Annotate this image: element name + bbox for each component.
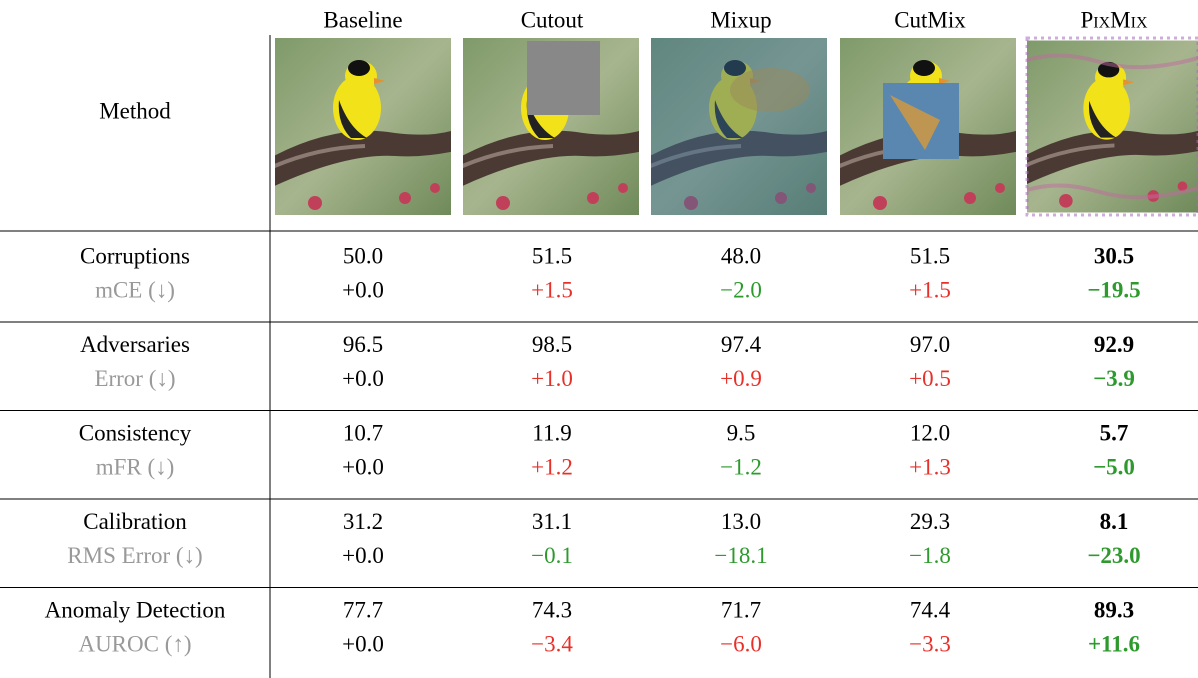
row-label: Calibration [83,509,187,534]
cell-delta: −3.4 [531,631,573,656]
pixmix-image [1025,36,1198,217]
cell-delta: −3.9 [1093,366,1135,391]
cell-delta: −1.2 [720,454,762,479]
row-label: Anomaly Detection [45,597,226,622]
cell-delta: +0.0 [342,366,384,391]
cell-delta: −18.1 [714,543,767,568]
cell-value: 13.0 [721,509,761,534]
row-metric: mCE (↓) [95,277,175,302]
cell-value: 29.3 [910,509,950,534]
cell-value: 71.7 [721,597,761,622]
images [270,36,1198,217]
cell-value: 51.5 [910,243,950,268]
cell-value: 31.2 [343,509,383,534]
baseline-image [270,38,460,215]
cell-delta: +0.0 [342,454,384,479]
column-header: PixMix [1080,7,1147,32]
cell-value: 51.5 [532,243,572,268]
cell-delta: +1.3 [909,454,951,479]
cell-value: 50.0 [343,243,383,268]
cell-value: 74.3 [532,597,572,622]
cell-value: 5.7 [1100,420,1129,445]
column-header: Cutout [521,7,584,32]
cell-delta: −1.8 [909,543,951,568]
cell-delta: +1.2 [531,454,573,479]
cell-value: 97.4 [721,332,762,357]
cell-delta: −0.1 [531,543,573,568]
cell-value: 89.3 [1094,597,1134,622]
mixup-image [651,38,827,215]
cell-delta: +0.0 [342,631,384,656]
cell-delta: −23.0 [1087,543,1140,568]
row-metric: RMS Error (↓) [67,543,202,568]
cell-value: 97.0 [910,332,950,357]
cell-delta: +0.0 [342,277,384,302]
cell-delta: −2.0 [720,277,762,302]
row-label: Adversaries [80,332,190,357]
cell-value: 74.4 [910,597,951,622]
row-label: Corruptions [80,243,190,268]
column-header: Mixup [710,7,771,32]
cell-delta: +0.0 [342,543,384,568]
cell-value: 31.1 [532,509,572,534]
cutout-image [458,38,648,215]
cell-delta: +1.5 [909,277,951,302]
cell-value: 77.7 [343,597,383,622]
cell-delta: +11.6 [1088,631,1140,656]
cell-delta: +1.0 [531,366,573,391]
cell-value: 8.1 [1100,509,1129,534]
cutmix-image [835,38,1025,215]
row-metric: Error (↓) [94,366,175,391]
cell-delta: −19.5 [1087,277,1140,302]
cell-value: 9.5 [727,420,756,445]
cell-delta: −6.0 [720,631,762,656]
cell-delta: +0.9 [720,366,762,391]
row-metric: mFR (↓) [96,454,175,479]
cell-value: 10.7 [343,420,383,445]
cell-delta: −5.0 [1093,454,1135,479]
cell-delta: +0.5 [909,366,951,391]
cell-value: 48.0 [721,243,761,268]
column-header: Baseline [323,7,402,32]
column-header: CutMix [894,7,966,32]
cell-value: 30.5 [1094,243,1134,268]
cell-value: 11.9 [532,420,571,445]
row-label: Consistency [79,420,192,445]
cell-value: 96.5 [343,332,383,357]
row-metric: AUROC (↑) [78,631,191,656]
cell-value: 92.9 [1094,332,1134,357]
cell-value: 12.0 [910,420,950,445]
cell-delta: +1.5 [531,277,573,302]
corner-label: Method [99,98,171,123]
cell-value: 98.5 [532,332,572,357]
cell-delta: −3.3 [909,631,951,656]
